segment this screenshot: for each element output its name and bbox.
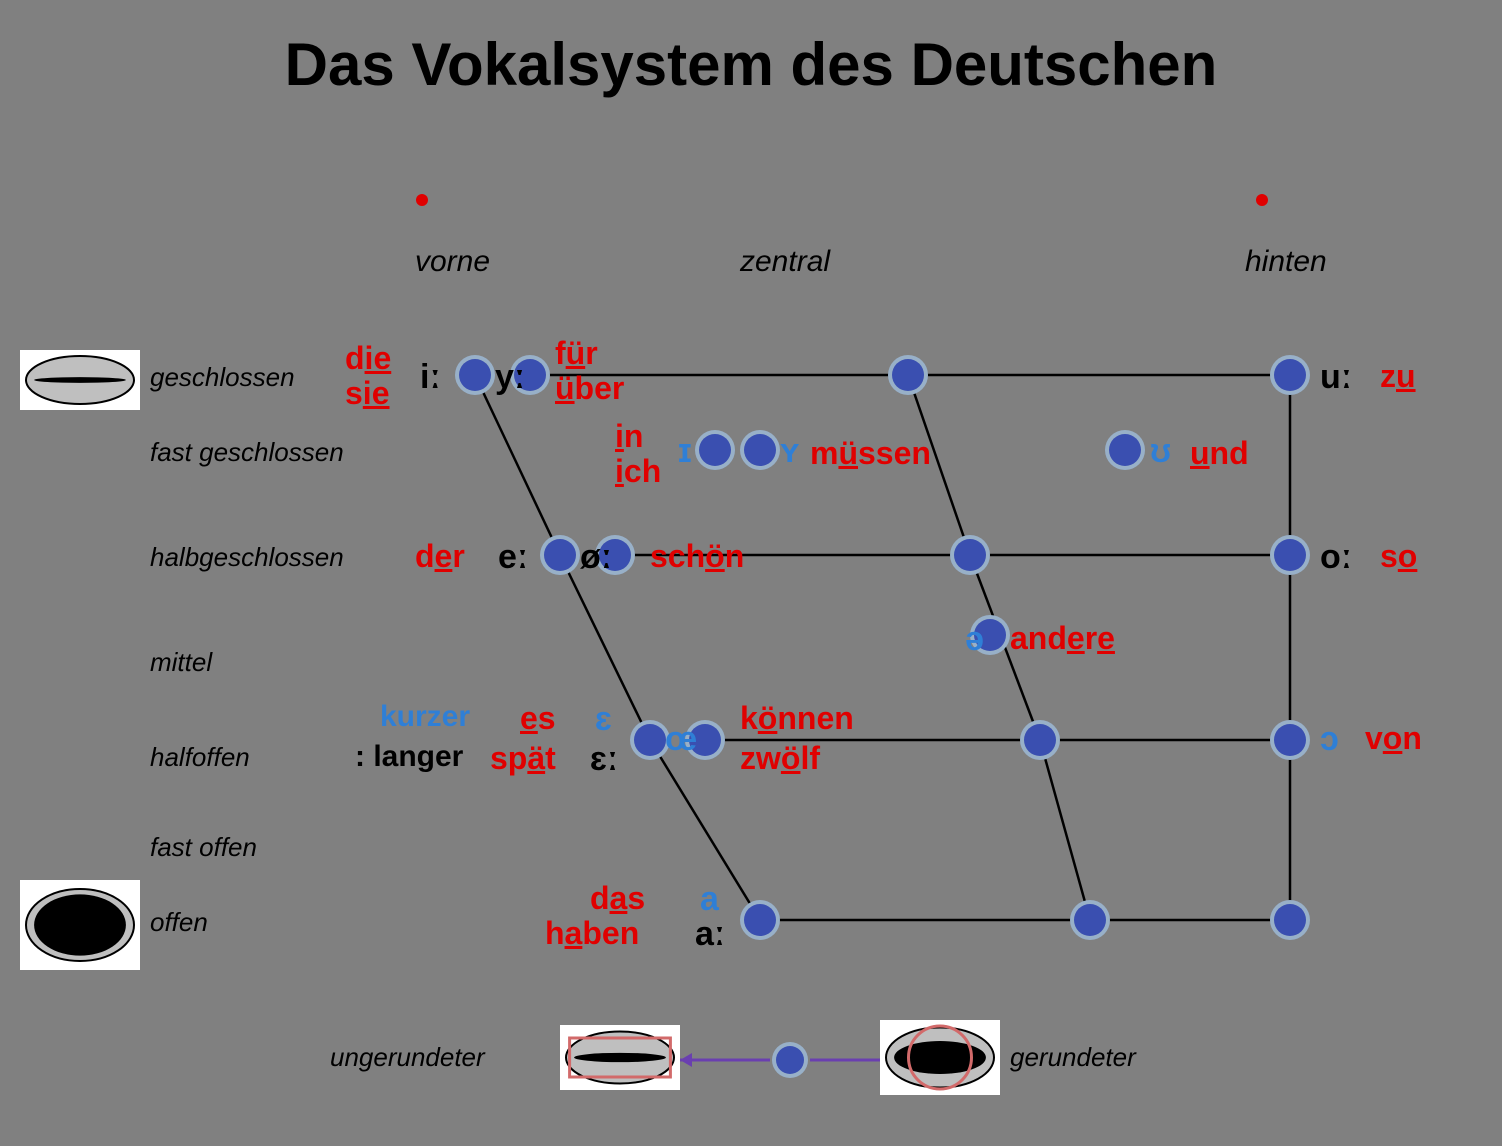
vowel-node bbox=[1105, 430, 1145, 470]
vowel-node bbox=[1270, 900, 1310, 940]
vowel-node bbox=[1270, 720, 1310, 760]
ipa-label: eː bbox=[498, 538, 528, 577]
example-word: spät bbox=[490, 740, 556, 777]
accent-dot bbox=[1256, 194, 1268, 206]
vowel-node bbox=[950, 535, 990, 575]
example-word: die bbox=[345, 340, 391, 377]
ipa-label: ʏ bbox=[780, 432, 799, 471]
column-label: zentral bbox=[740, 245, 830, 279]
vowel-node bbox=[772, 1042, 808, 1078]
chart-edge bbox=[475, 375, 560, 555]
example-word: haben bbox=[545, 915, 639, 952]
vowel-node bbox=[740, 900, 780, 940]
ipa-label: ɛː bbox=[590, 740, 618, 779]
example-word: der bbox=[415, 538, 465, 575]
example-word: von bbox=[1365, 720, 1422, 757]
vowel-node bbox=[740, 430, 780, 470]
row-label: halfoffen bbox=[150, 742, 250, 773]
mouth-icon bbox=[880, 1020, 1000, 1095]
example-word: ich bbox=[615, 453, 661, 490]
mouth-icon bbox=[560, 1025, 680, 1090]
vowel-node bbox=[1020, 720, 1060, 760]
legend-long: : langer bbox=[355, 740, 463, 774]
row-label: mittel bbox=[150, 647, 212, 678]
chart-edge bbox=[1040, 740, 1090, 920]
vowel-node bbox=[1270, 535, 1310, 575]
row-label: geschlossen bbox=[150, 362, 295, 393]
ipa-label: yː bbox=[495, 358, 525, 397]
example-word: können bbox=[740, 700, 854, 737]
vowel-node bbox=[455, 355, 495, 395]
legend-unrounded: ungerundeter bbox=[330, 1042, 485, 1073]
ipa-label: a bbox=[700, 880, 719, 919]
ipa-label: œ bbox=[665, 720, 697, 759]
ipa-label: uː bbox=[1320, 358, 1352, 397]
example-word: das bbox=[590, 880, 645, 917]
ipa-label: ɪ bbox=[678, 432, 692, 471]
accent-dot bbox=[416, 194, 428, 206]
legend-rounded: gerundeter bbox=[1010, 1042, 1136, 1073]
row-label: fast geschlossen bbox=[150, 437, 344, 468]
example-word: andere bbox=[1010, 620, 1115, 657]
example-word: in bbox=[615, 418, 643, 455]
vowel-node bbox=[630, 720, 670, 760]
ipa-label: oː bbox=[1320, 538, 1352, 577]
mouth-icon bbox=[20, 880, 140, 970]
example-word: es bbox=[520, 700, 556, 737]
ipa-label: iː bbox=[420, 358, 441, 397]
column-label: hinten bbox=[1245, 245, 1327, 279]
row-label: halbgeschlossen bbox=[150, 542, 344, 573]
example-word: über bbox=[555, 370, 624, 407]
example-word: zu bbox=[1380, 358, 1416, 395]
mouth-icon bbox=[20, 350, 140, 410]
vowel-node bbox=[1270, 355, 1310, 395]
legend-short: kurzer bbox=[380, 700, 470, 734]
ipa-label: ʊ bbox=[1150, 432, 1171, 471]
example-word: zwölf bbox=[740, 740, 820, 777]
row-label: fast offen bbox=[150, 832, 257, 863]
ipa-label: ɛ bbox=[595, 700, 612, 739]
column-label: vorne bbox=[415, 245, 490, 279]
example-word: so bbox=[1380, 538, 1417, 575]
ipa-label: øː bbox=[580, 538, 612, 577]
example-word: sie bbox=[345, 375, 389, 412]
vowel-node bbox=[540, 535, 580, 575]
vowel-node bbox=[888, 355, 928, 395]
vowel-node bbox=[1070, 900, 1110, 940]
row-label: offen bbox=[150, 907, 208, 938]
ipa-label: ɔ bbox=[1320, 720, 1339, 759]
vowel-chart-svg bbox=[0, 0, 1502, 1146]
vowel-node bbox=[695, 430, 735, 470]
example-word: für bbox=[555, 335, 598, 372]
ipa-label: ə bbox=[965, 620, 984, 659]
ipa-label: aː bbox=[695, 915, 725, 954]
example-word: und bbox=[1190, 435, 1249, 472]
example-word: müssen bbox=[810, 435, 931, 472]
example-word: schön bbox=[650, 538, 744, 575]
